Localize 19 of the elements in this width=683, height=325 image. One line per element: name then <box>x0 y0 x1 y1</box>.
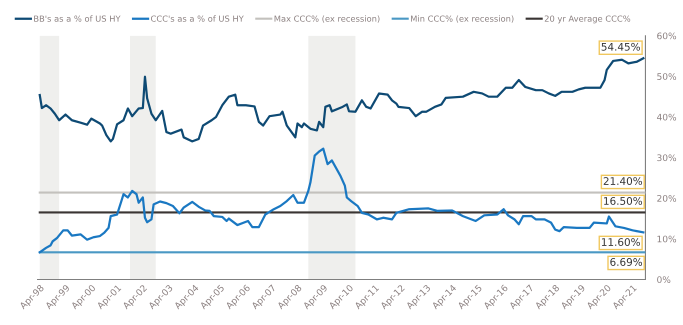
y-tick-label: 40% <box>656 114 676 121</box>
annotation: 16.50% <box>604 197 642 205</box>
legend-label: BB's as a % of US HY <box>34 15 121 22</box>
y-tick-label: 30% <box>657 154 676 162</box>
y-tick-label: 60% <box>657 32 676 40</box>
annotation: 6.69% <box>610 258 642 266</box>
y-tick-label: 0% <box>657 276 670 284</box>
annotation: 54.45% <box>602 42 640 51</box>
y-tick-label: 20% <box>657 194 676 202</box>
annotation: 21.40% <box>604 177 642 185</box>
legend-label: Min CCC% (ex recession) <box>411 15 514 23</box>
annotation: 11.60% <box>602 238 640 246</box>
y-tick-label: 50% <box>657 73 676 80</box>
legend-label: CCC's as a % of US HY <box>151 15 244 22</box>
legend-label: 20 yr Average CCC% <box>544 15 630 24</box>
y-tick-label: 10% <box>658 236 676 242</box>
line-series <box>38 57 644 142</box>
legend-label: Max CCC% (ex recession) <box>274 15 380 23</box>
line-series <box>38 148 644 254</box>
